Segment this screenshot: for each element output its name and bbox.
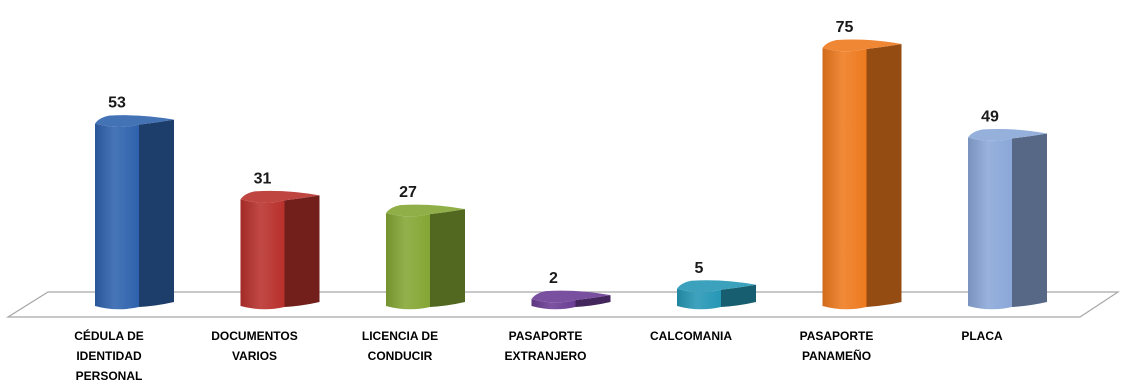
- bar-side-6: [1012, 133, 1047, 307]
- value-label-4: 5: [695, 260, 704, 277]
- bar-top-0: [95, 115, 174, 127]
- category-label-line: IDENTIDAD: [76, 349, 142, 363]
- bar-front-3: [531, 299, 576, 310]
- value-label-6: 49: [981, 108, 999, 125]
- bar-side-1: [284, 195, 320, 307]
- value-label-2: 27: [399, 184, 417, 201]
- category-label-0: CÉDULA DE IDENTIDAD PERSONAL: [44, 326, 174, 386]
- bar-6: [968, 128, 1047, 310]
- value-label-1: 31: [254, 170, 272, 187]
- bar-side-3: [575, 295, 611, 307]
- category-label-line: DOCUMENTOS: [211, 329, 298, 343]
- category-label-line: LICENCIA DE: [361, 329, 439, 343]
- category-label-line: CALCOMANIA: [650, 329, 732, 343]
- bar-top-4: [677, 280, 756, 293]
- category-label-2: LICENCIA DE CONDUCIR: [335, 326, 465, 366]
- bar-front-5: [822, 48, 867, 310]
- bar-5: [822, 39, 902, 310]
- bar-top-5: [822, 39, 902, 52]
- value-label-0: 53: [108, 95, 126, 112]
- bar-top-6: [968, 128, 1047, 141]
- category-label-6: PLACA: [917, 326, 1047, 346]
- bar-side-4: [721, 284, 756, 307]
- category-label-1: DOCUMENTOS VARIOS: [190, 326, 320, 366]
- category-label-line: PASAPORTE: [799, 329, 874, 343]
- category-label-line: PASAPORTE: [508, 329, 583, 343]
- bar-series: [95, 39, 1047, 310]
- bar-front-6: [968, 137, 1012, 310]
- category-label-line: PLACA: [961, 329, 1003, 343]
- value-label-5: 75: [836, 19, 854, 36]
- bar-top-2: [386, 204, 465, 217]
- bar-side-5: [866, 44, 902, 307]
- bar-3: [531, 290, 611, 310]
- bar-front-4: [677, 288, 721, 310]
- category-label-line: CÉDULA DE: [74, 329, 144, 343]
- value-label-3: 2: [549, 270, 558, 287]
- bar-side-2: [430, 209, 465, 307]
- bar-4: [677, 280, 756, 310]
- bar-top-1: [240, 190, 320, 203]
- bar-top-3: [531, 290, 611, 303]
- bar-2: [386, 204, 465, 310]
- category-label-line: EXTRANJERO: [504, 349, 587, 363]
- category-label-5: PASAPORTE PANAMEÑO: [772, 326, 902, 366]
- category-label-3: PASAPORTE EXTRANJERO: [481, 326, 611, 366]
- bar-front-2: [386, 213, 430, 310]
- bar-0: [95, 115, 174, 310]
- category-label-line: CONDUCIR: [367, 349, 433, 363]
- value-labels: 53 31 27 2 5 75 49: [108, 19, 999, 287]
- bar-front-0: [95, 123, 139, 310]
- bar-side-0: [139, 119, 174, 308]
- bar-front-1: [240, 199, 285, 310]
- category-label-line: PANAMEÑO: [801, 349, 872, 363]
- category-label-4: CALCOMANIA: [626, 326, 756, 346]
- bar-1: [240, 190, 320, 310]
- category-label-line: PERSONAL: [75, 369, 143, 383]
- category-label-line: VARIOS: [231, 349, 278, 363]
